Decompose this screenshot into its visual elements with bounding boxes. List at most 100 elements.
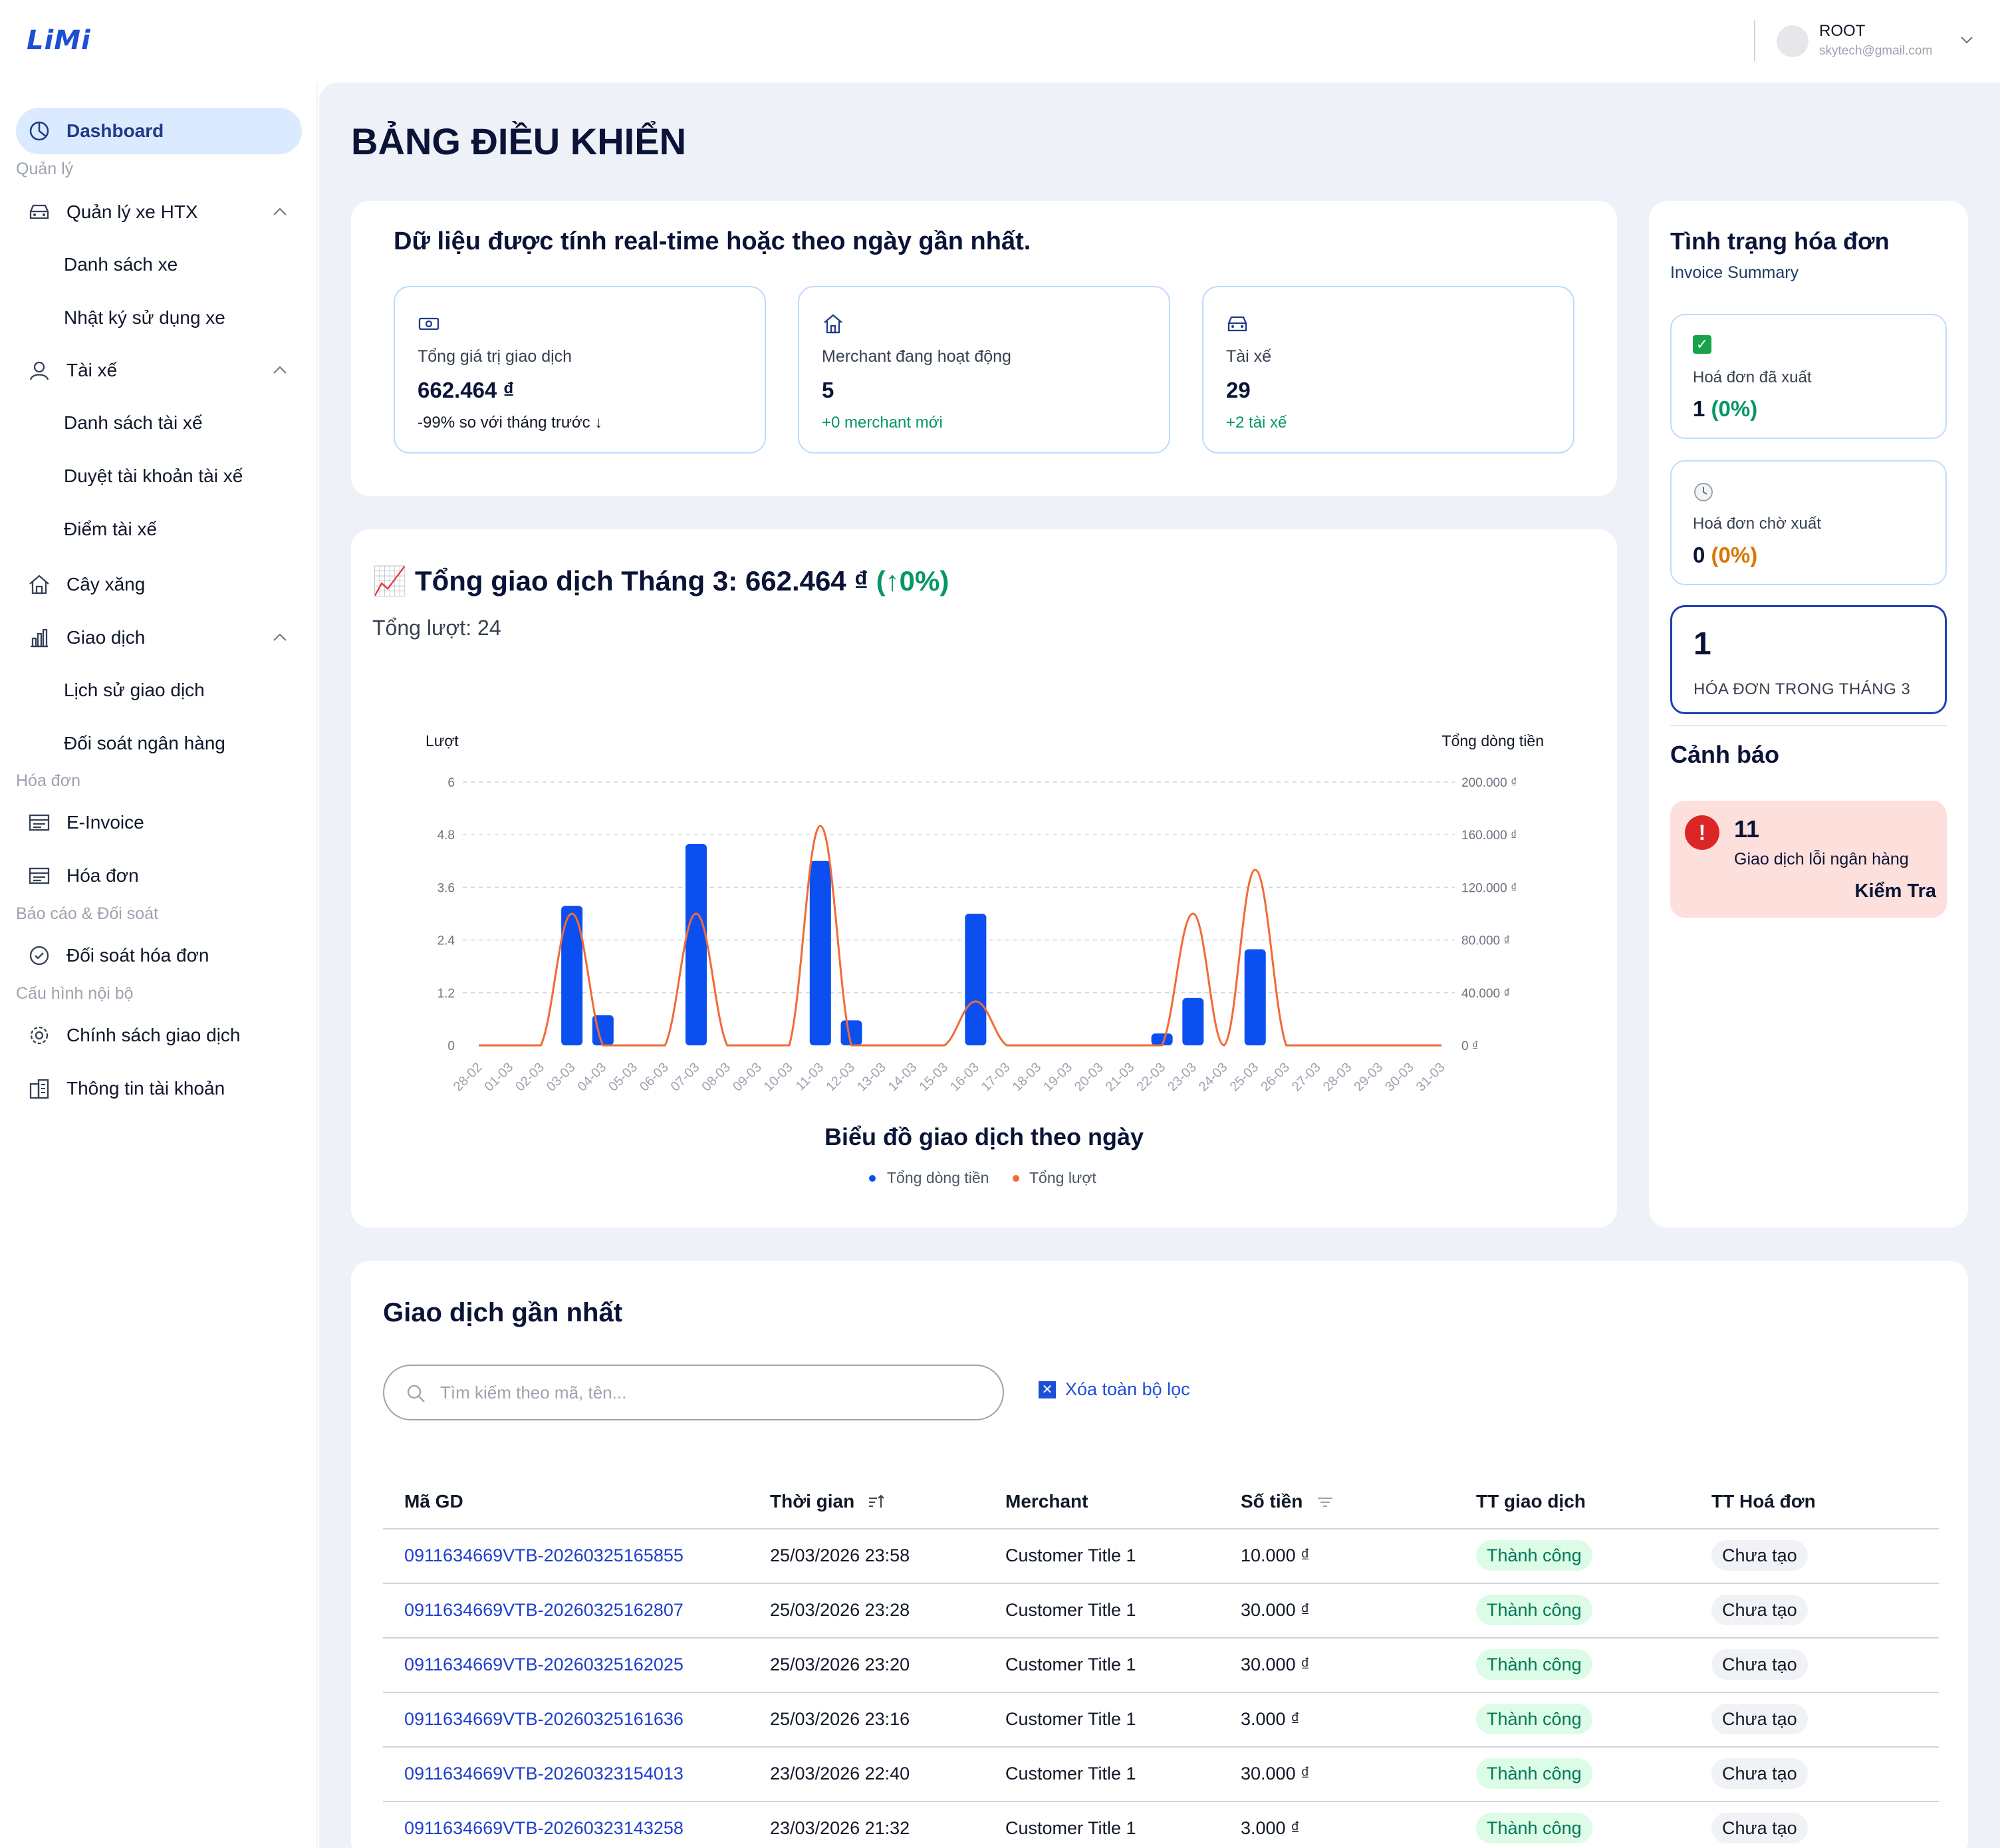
transaction-code-link[interactable]: 0911634669VTB-20260325161636 [404, 1709, 684, 1729]
transaction-code-link[interactable]: 0911634669VTB-20260325162025 [404, 1654, 684, 1674]
sidebar-item-tx-history[interactable]: Lịch sử giao dịch [64, 680, 205, 700]
sidebar-item-transactions[interactable]: Giao dịch [16, 614, 302, 661]
x-tick-label: 26-03 [1258, 1060, 1293, 1095]
bar [685, 844, 707, 1045]
x-tick-label: 05-03 [606, 1060, 640, 1095]
stat-value: 5 [822, 378, 834, 402]
column-label: Số tiền [1241, 1491, 1303, 1512]
sidebar-item-label: Giao dịch [66, 627, 146, 648]
bank-error-alert: ! 11 Giao dịch lỗi ngân hàng Kiểm Tra [1670, 801, 1947, 918]
invoice-month-total-box[interactable]: 1 HÓA ĐƠN TRONG THÁNG 3 [1670, 605, 1947, 714]
sidebar-item-label: Quản lý xe HTX [66, 201, 198, 222]
home-icon [27, 572, 52, 597]
transaction-time: 23/03/2026 21:32 [770, 1818, 910, 1838]
user-name[interactable]: ROOT [1819, 22, 1866, 40]
sidebar-item-driver-approve[interactable]: Duyệt tài khoản tài xế [64, 465, 243, 486]
sidebar-item-vehicle-log[interactable]: Nhật ký sử dụng xe [64, 307, 225, 328]
x-tick-label: 06-03 [637, 1060, 672, 1095]
avatar[interactable] [1777, 25, 1809, 57]
transaction-amount: 3.000 ₫ [1241, 1818, 1300, 1838]
left-tick-label: 6 [447, 776, 455, 790]
left-tick-label: 1.2 [438, 987, 455, 1001]
sidebar-item-gas-station[interactable]: Cây xăng [16, 561, 302, 608]
transaction-merchant: Customer Title 1 [1005, 1545, 1136, 1565]
column-header-amount[interactable]: Số tiền [1241, 1491, 1334, 1512]
stat-note: -99% so với tháng trước ↓ [418, 414, 603, 432]
nav-group-label: Cấu hình nội bộ [16, 984, 134, 1003]
invoice-status-badge: Chưa tạo [1711, 1649, 1808, 1680]
transaction-status-badge: Thành công [1476, 1595, 1592, 1625]
legend-marker-total-count [1013, 1175, 1019, 1182]
user-icon [27, 358, 52, 383]
transaction-code-link[interactable]: 0911634669VTB-20260325162807 [404, 1600, 684, 1620]
table-row[interactable]: 0911634669VTB-20260325161636 25/03/2026 2… [383, 1693, 1939, 1748]
x-tick-label: 07-03 [668, 1060, 703, 1095]
invoice-issued-box: ✓ Hoá đơn đã xuất 1 (0%) [1670, 314, 1947, 439]
search-icon [407, 1385, 425, 1402]
sidebar-item-dashboard[interactable]: Dashboard [16, 108, 302, 154]
invoice-month-total-value: 1 [1693, 626, 1711, 662]
chevron-down-icon[interactable] [1959, 32, 1975, 48]
sidebar-item-drivers[interactable]: Tài xế [16, 347, 302, 394]
table-row[interactable]: 0911634669VTB-20260325162025 25/03/2026 2… [383, 1639, 1939, 1693]
sidebar-item-driver-score[interactable]: Điểm tài xế [64, 519, 158, 539]
store-icon [824, 314, 842, 334]
transaction-amount: 30.000 ₫ [1241, 1600, 1310, 1620]
chart-section-subtitle: Tổng lượt: 24 [372, 616, 501, 640]
invoice-month-total-label: HÓA ĐƠN TRONG THÁNG 3 [1693, 680, 1911, 698]
alert-icon: ! [1685, 815, 1719, 850]
transaction-code-link[interactable]: 0911634669VTB-20260323143258 [404, 1818, 684, 1838]
column-label: Merchant [1005, 1491, 1088, 1512]
sidebar-item-label: Hóa đơn [66, 865, 139, 886]
x-tick-label: 27-03 [1289, 1060, 1324, 1095]
bank-error-label: Giao dịch lỗi ngân hàng [1734, 850, 1909, 868]
check-errors-link[interactable]: Kiểm Tra [1854, 880, 1937, 902]
sort-icon[interactable] [868, 1493, 885, 1510]
transaction-status-badge: Thành công [1476, 1813, 1592, 1843]
right-tick-label: 40.000 ₫ [1461, 987, 1510, 1001]
sidebar-item-einvoice[interactable]: E-Invoice [16, 799, 302, 846]
transaction-merchant: Customer Title 1 [1005, 1709, 1136, 1729]
column-header-time[interactable]: Thời gian [770, 1491, 885, 1512]
column-header-invoice-status: TT Hoá đơn [1711, 1491, 1816, 1512]
table-row[interactable]: 0911634669VTB-20260323143258 23/03/2026 2… [383, 1802, 1939, 1848]
nav-group-label: Báo cáo & Đối soát [16, 904, 159, 923]
sidebar-item-label: Tài xế [66, 360, 118, 380]
user-email: skytech@gmail.com [1819, 44, 1933, 58]
legend-label: Tổng dòng tiền [887, 1169, 989, 1186]
invoice-summary-title: Tình trạng hóa đơn [1670, 227, 1890, 255]
filter-icon[interactable] [1316, 1493, 1334, 1510]
invoice-status-badge: Chưa tạo [1711, 1704, 1808, 1734]
sidebar-item-bank-recon[interactable]: Đối soát ngân hàng [64, 733, 225, 753]
clear-filters-button[interactable]: ✕ Xóa toàn bộ lọc [1039, 1379, 1190, 1400]
sidebar-item-account-info[interactable]: Thông tin tài khoản [16, 1065, 302, 1112]
table-row[interactable]: 0911634669VTB-20260325162807 25/03/2026 2… [383, 1584, 1939, 1639]
sidebar-item-invoice-recon[interactable]: Đối soát hóa đơn [16, 932, 302, 979]
stat-total-value: Tổng giá trị giao dịch 662.464 ₫ -99% so… [394, 286, 766, 454]
sidebar-item-vehicle-list[interactable]: Danh sách xe [64, 254, 178, 275]
stat-value: 29 [1226, 378, 1251, 402]
sidebar-item-vehicles[interactable]: Quản lý xe HTX [16, 189, 302, 235]
x-tick-label: 09-03 [730, 1060, 765, 1095]
transaction-code-link[interactable]: 0911634669VTB-20260323154013 [404, 1764, 684, 1783]
top-bar: LiMi ROOT skytech@gmail.com [0, 0, 2000, 82]
stat-value: 662.464 ₫ [418, 378, 515, 402]
invoice-status-badge: Chưa tạo [1711, 1813, 1808, 1843]
x-tick-label: 21-03 [1103, 1060, 1138, 1095]
sidebar-item-driver-list[interactable]: Danh sách tài xế [64, 412, 203, 433]
sidebar-item-tx-policy[interactable]: Chính sách giao dịch [16, 1012, 302, 1059]
invoice-issued-pct: (0%) [1711, 396, 1758, 421]
daily-transaction-chart: Lượt Tổng dòng tiền 0 1.2 2.4 3.6 4.8 6 0 ₫ 40.00… [426, 732, 1544, 1186]
legend-label: Tổng lượt [1029, 1169, 1096, 1186]
invoice-status-badge: Chưa tạo [1711, 1758, 1808, 1789]
table-row[interactable]: 0911634669VTB-20260325165855 25/03/2026 2… [383, 1529, 1939, 1584]
right-tick-label: 0 ₫ [1461, 1039, 1479, 1053]
app-logo[interactable]: LiMi [27, 25, 91, 56]
column-label: TT giao dịch [1476, 1491, 1586, 1512]
bar [965, 914, 987, 1045]
sidebar-item-invoice[interactable]: Hóa đơn [16, 853, 302, 899]
search-input[interactable] [440, 1378, 985, 1407]
invoice-issued-value: 1 (0%) [1693, 396, 1757, 422]
transaction-code-link[interactable]: 0911634669VTB-20260325165855 [404, 1545, 684, 1565]
table-row[interactable]: 0911634669VTB-20260323154013 23/03/2026 2… [383, 1748, 1939, 1802]
